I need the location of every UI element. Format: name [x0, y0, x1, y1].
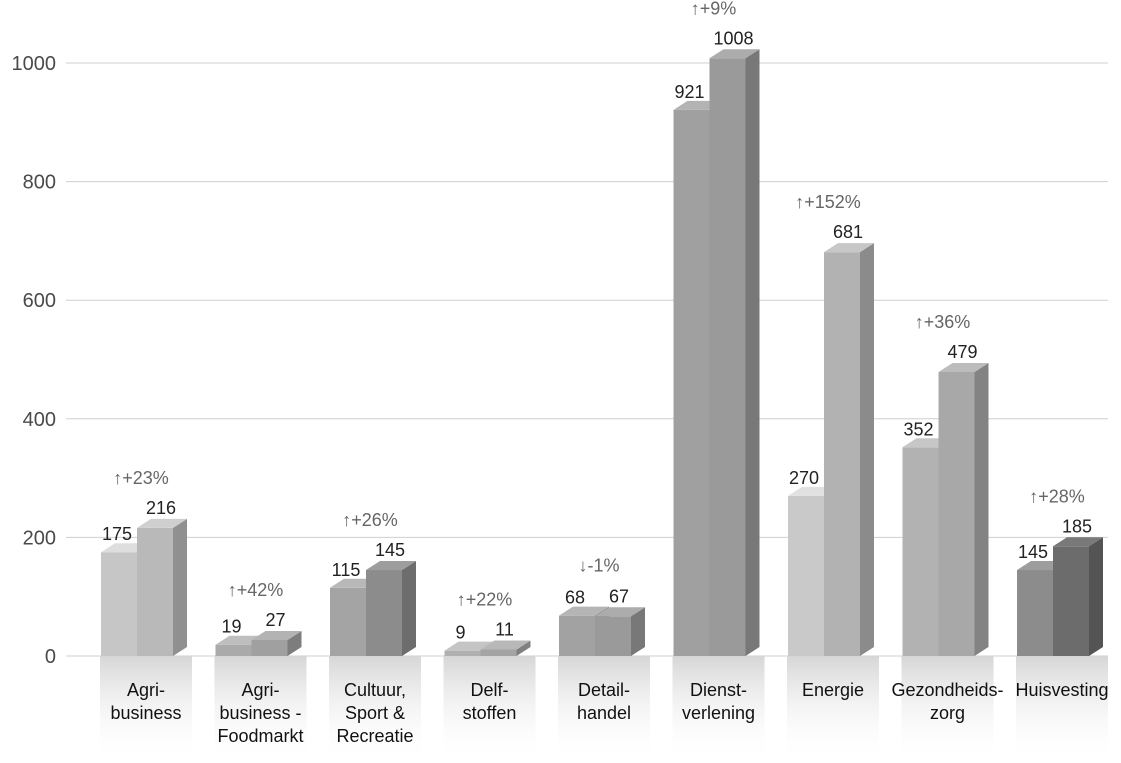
change-label: ↑+42%: [228, 580, 284, 600]
change-label: ↑+9%: [691, 0, 737, 18]
category-label: Agri-business -Foodmarkt: [217, 680, 303, 746]
value-label: 68: [565, 588, 585, 608]
category-floor: [558, 656, 650, 763]
value-label: 145: [375, 540, 405, 560]
bar-5-series-2: [709, 49, 760, 657]
bar-4-series-2: [595, 607, 645, 656]
bar-2-series-2: [366, 561, 416, 656]
value-label: 352: [903, 419, 933, 439]
bar-8-series-2: [1053, 537, 1103, 656]
y-tick-label: 400: [23, 409, 56, 431]
bar-3-series-2: [480, 640, 531, 656]
value-label: 175: [102, 524, 132, 544]
category-label: Gezondheids-zorg: [891, 680, 1003, 723]
category-floor: [100, 656, 192, 763]
category-floor: [329, 656, 421, 763]
data-labels: 175 216 ↑+23% 19 27 ↑+42% 115 145 ↑+26% 9 11 ↑+22% 6…: [102, 0, 1092, 643]
y-tick-label: 600: [23, 290, 56, 312]
value-label: 115: [332, 560, 361, 580]
category-label: Delf-stoffen: [463, 680, 517, 723]
bar-0-series-2: [137, 518, 187, 656]
category-label: Dienst-verlening: [682, 680, 755, 723]
category-floor: [443, 656, 536, 763]
category-floor: [214, 656, 307, 763]
value-label: 216: [146, 498, 176, 518]
bar-7-series-2: [938, 362, 989, 656]
value-label: 9: [455, 623, 465, 643]
change-label: ↑+23%: [113, 468, 169, 488]
value-label: 479: [947, 342, 977, 362]
value-label: 27: [265, 610, 285, 630]
change-label: ↑+26%: [342, 510, 398, 530]
y-tick-label: 800: [23, 172, 56, 194]
change-label: ↑+28%: [1029, 486, 1085, 506]
category-floor: [787, 656, 879, 763]
category-label: Energie: [802, 680, 864, 700]
value-label: 145: [1018, 542, 1048, 562]
category-label: Detail-handel: [577, 680, 631, 723]
value-label: 185: [1062, 516, 1092, 536]
change-label: ↑+22%: [457, 589, 513, 609]
category-label: Huisvesting: [1015, 680, 1108, 700]
category-label: Agri-business: [110, 680, 181, 723]
change-label: ↑+36%: [915, 312, 971, 332]
category-floor: [901, 656, 994, 763]
category-label: Cultuur, Sport & Recreatie: [336, 680, 413, 746]
value-label: 270: [789, 468, 819, 488]
change-label: ↑+152%: [795, 192, 861, 212]
category-floor: [672, 656, 765, 763]
value-label: 11: [495, 619, 514, 639]
y-tick-label: 200: [23, 527, 56, 549]
bar-1-series-2: [251, 630, 302, 656]
change-label: ↓-1%: [578, 556, 619, 576]
value-label: 1008: [713, 28, 753, 48]
category-floor: [1016, 656, 1108, 763]
value-label: 67: [609, 586, 629, 606]
y-tick-label: 1000: [12, 53, 57, 75]
category-floors: [100, 656, 1108, 763]
y-axis: 0 200 400 600 800 1000: [12, 53, 57, 668]
bars: [101, 49, 1103, 657]
bar-6-series-2: [824, 243, 874, 657]
value-label: 921: [674, 82, 704, 102]
y-tick-label: 0: [45, 646, 56, 668]
value-label: 19: [221, 617, 241, 637]
x-axis: Agri-business Agri-business -Foodmarkt Cul…: [110, 680, 1108, 746]
value-label: 681: [833, 222, 863, 242]
bar-4-series-1: [559, 606, 609, 656]
